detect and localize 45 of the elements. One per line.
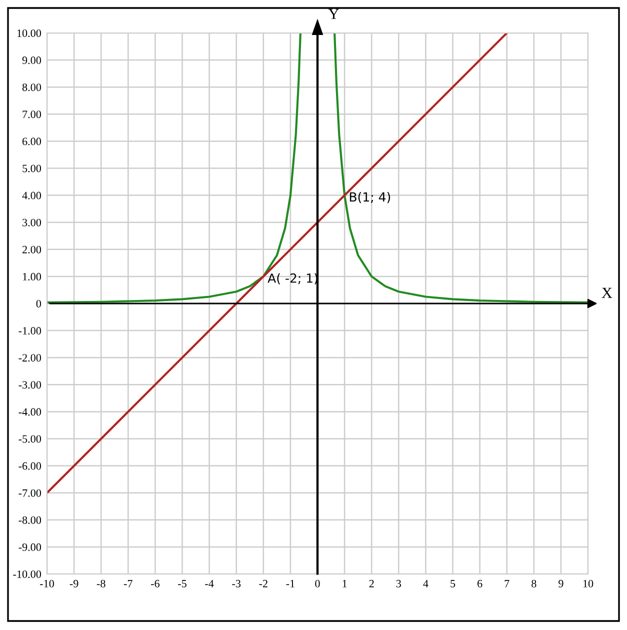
- y-tick-label: -2.00: [18, 354, 42, 362]
- y-tick-label: 10.00: [17, 29, 42, 38]
- x-tick-label: -8: [96, 580, 106, 588]
- x-tick-label: 7: [504, 580, 510, 588]
- x-tick-label: -4: [205, 580, 214, 588]
- x-tick-label: -3: [232, 580, 241, 588]
- y-tick-label: 2.00: [22, 246, 42, 254]
- y-tick-label: 3.00: [22, 218, 42, 226]
- x-tick-label: 4: [423, 580, 428, 588]
- y-tick-label: 1.00: [22, 272, 42, 280]
- y-tick-label: -3.00: [18, 381, 42, 389]
- y-tick-label: -4.00: [18, 408, 42, 416]
- y-tick-label: 6.00: [22, 138, 42, 146]
- x-tick-label: 8: [532, 580, 536, 588]
- x-tick-label: -7: [124, 580, 132, 588]
- y-tick-label: -9.00: [18, 543, 42, 551]
- y-tick-label: 7.00: [22, 110, 42, 118]
- y-tick-label: 9.00: [22, 56, 42, 64]
- y-tick-label: -7.00: [18, 489, 42, 497]
- y-tick-label: -8.00: [18, 516, 42, 524]
- y-tick-label: 8.00: [22, 84, 42, 92]
- y-axis-title: Y: [328, 8, 339, 19]
- x-tick-label: 0: [315, 580, 320, 588]
- x-tick-label: 3: [396, 580, 401, 588]
- x-axis-title: X: [602, 288, 612, 298]
- x-tick-label: -2: [259, 580, 268, 588]
- y-tick-label: -1.00: [18, 327, 42, 335]
- x-tick-label: -6: [150, 580, 160, 588]
- y-tick-label: -5.00: [18, 435, 42, 443]
- x-tick-label: 2: [369, 580, 374, 588]
- x-tick-label: -5: [178, 580, 186, 588]
- x-tick-label: 9: [558, 580, 564, 588]
- x-tick-label: 1: [342, 580, 347, 588]
- x-tick-label: -1: [286, 580, 294, 588]
- y-tick-label: -6.00: [18, 462, 42, 470]
- x-tick-label: 10: [583, 580, 594, 588]
- y-tick-label: -10.00: [13, 570, 42, 578]
- y-tick-label: 5.00: [22, 164, 42, 172]
- x-tick-label: 5: [450, 580, 456, 588]
- y-tick-label: 4.00: [22, 192, 42, 200]
- x-tick-label: -9: [70, 580, 78, 588]
- x-tick-label: 6: [478, 580, 482, 588]
- annotation: B(1; 4): [350, 192, 390, 204]
- y-tick-label: 0: [36, 300, 42, 308]
- x-tick-label: -10: [40, 580, 54, 588]
